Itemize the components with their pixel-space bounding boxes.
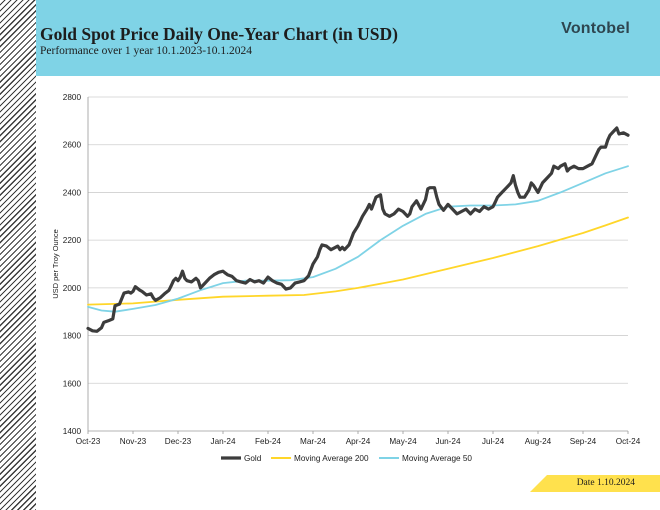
x-tick-label-Jul-24: Jul-24 <box>482 437 505 446</box>
x-tick-label-Dec-23: Dec-23 <box>165 437 192 446</box>
date-label: Date 1.10.2024 <box>576 478 635 488</box>
x-tick-label-Oct-23: Oct-23 <box>76 437 101 446</box>
x-tick-label-Feb-24: Feb-24 <box>255 437 281 446</box>
series-line-gold <box>86 126 630 333</box>
y-tick-label-2400: 2400 <box>63 188 82 197</box>
y-tick-label-2000: 2000 <box>63 284 82 293</box>
x-tick-label-Aug-24: Aug-24 <box>525 437 552 446</box>
hatched-sidebar <box>0 0 36 510</box>
series-layer <box>86 126 630 333</box>
chart-subtitle: Performance over 1 year 10.1.2023-10.1.2… <box>40 45 253 57</box>
series-line-ma50 <box>87 165 629 313</box>
x-tick-label-Apr-24: Apr-24 <box>346 437 371 446</box>
x-tick-labels: Oct-23 Nov-23 Dec-23 Jan-24 Feb-24 Mar-24 Apr-… <box>76 437 641 446</box>
y-tick-label-2600: 2600 <box>63 141 82 150</box>
y-tick-label-2800: 2800 <box>63 93 82 102</box>
x-tick-label-Jun-24: Jun-24 <box>435 437 460 446</box>
y-tick-label-1600: 1600 <box>63 379 82 388</box>
x-tick-label-Jan-24: Jan-24 <box>210 437 235 446</box>
x-tick-label-May-24: May-24 <box>389 437 417 446</box>
y-axis-label: USD per Troy Ounce <box>51 229 60 299</box>
x-tick-label-Oct-24: Oct-24 <box>616 437 641 446</box>
chart-area: 1400 1600 1800 2000 2200 2400 2600 2800 Oct-23 N… <box>51 93 641 463</box>
y-tick-label-2200: 2200 <box>63 236 82 245</box>
y-tick-labels: 1400 1600 1800 2000 2200 2400 2600 2800 <box>63 93 82 436</box>
legend-label-ma200: Moving Average 200 <box>294 454 369 463</box>
y-tick-label-1800: 1800 <box>63 332 82 341</box>
x-tick-label-Mar-24: Mar-24 <box>300 437 326 446</box>
x-tick-label-Nov-23: Nov-23 <box>120 437 147 446</box>
chart-header: Gold Spot Price Daily One-Year Chart (in… <box>36 0 660 76</box>
legend: Gold Moving Average 200 Moving Average 50 <box>221 454 472 463</box>
brand-logo: Vontobel <box>561 20 630 37</box>
grid-layer <box>87 96 629 434</box>
date-tag: Date 1.10.2024 <box>530 475 660 492</box>
legend-label-ma50: Moving Average 50 <box>402 454 472 463</box>
legend-label-gold: Gold <box>244 454 262 463</box>
x-tick-label-Sep-24: Sep-24 <box>570 437 597 446</box>
chart-title: Gold Spot Price Daily One-Year Chart (in… <box>40 24 398 44</box>
series-line-ma200 <box>87 216 629 306</box>
y-tick-label-1400: 1400 <box>63 427 82 436</box>
